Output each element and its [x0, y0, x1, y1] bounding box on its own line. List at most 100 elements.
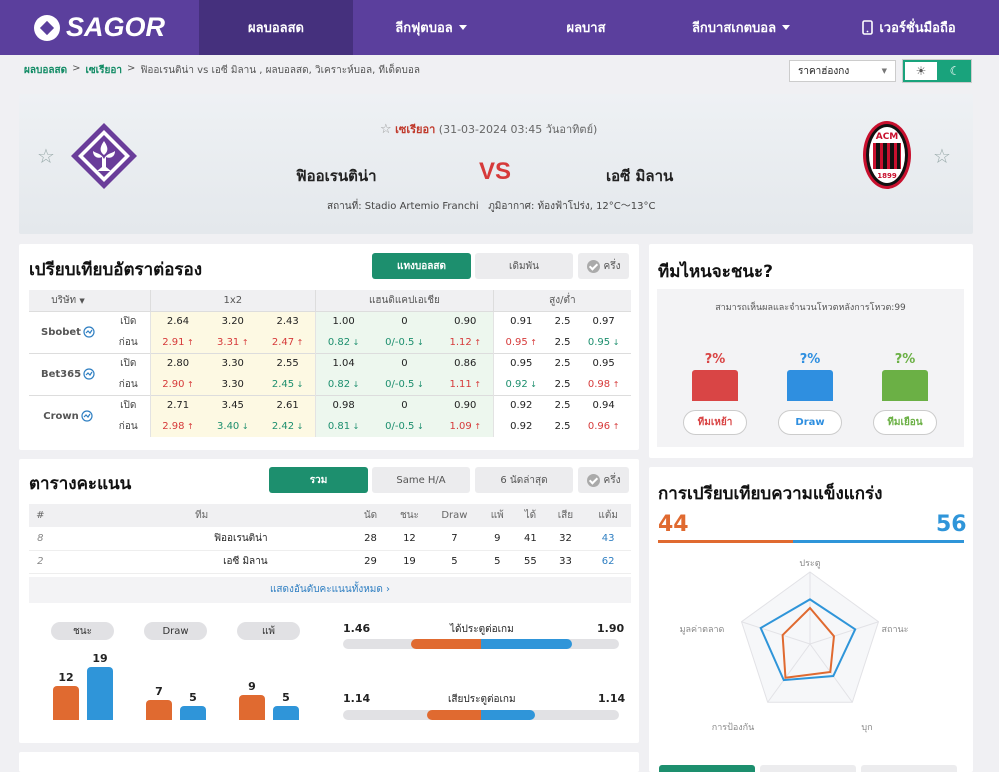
arrow-down-icon: ↓: [527, 379, 538, 389]
arrow-up-icon: ↑: [527, 337, 538, 347]
bookmaker-name[interactable]: Sbobet: [29, 310, 107, 353]
nav-football-leagues[interactable]: ลีกฟุตบอล: [353, 0, 509, 55]
pill-win: ชนะ: [51, 622, 114, 640]
venue: สถานที่: Stadio Artemio Franchi: [327, 201, 479, 212]
theme-toggle[interactable]: ☀ ☾: [902, 59, 972, 83]
arrow-down-icon: ↓: [610, 337, 620, 347]
away-team-name[interactable]: เอซี มิลาน: [606, 167, 674, 185]
breadcrumb-home[interactable]: ผลบอลสด: [24, 65, 68, 76]
standings-cell: 7: [429, 527, 480, 551]
nav-basketball-scores[interactable]: ผลบาส: [566, 21, 606, 36]
arrow-down-icon: ↓: [414, 422, 424, 431]
odds-cell: 0.98: [315, 394, 372, 416]
trend-chart-icon[interactable]: [83, 368, 95, 380]
strength-tab-2[interactable]: [760, 765, 856, 772]
wdl-bar-away: [180, 706, 206, 720]
wdl-bar-home: [146, 700, 172, 720]
breadcrumb: ผลบอลสด > เซเรียอา > ฟิออเรนติน่า vs เอซ…: [24, 63, 421, 76]
strength-tab-1[interactable]: [659, 765, 755, 772]
col-company[interactable]: บริษัท ▼: [51, 294, 85, 306]
favorite-league-star-icon[interactable]: ☆: [380, 122, 392, 137]
odds-row-close: ก่อน 2.98 ↑ 3.40 ↓ 2.42 ↓ 0.81 ↓ 0/-0.5 ↓ 1.09…: [29, 416, 631, 437]
odds-cell: 0.95 ↑: [492, 332, 549, 353]
odds-open-label: เปิด: [107, 310, 150, 332]
favorite-away-star-icon[interactable]: ☆: [933, 144, 951, 168]
wdl-chart: 12 19 7 5 9 5: [40, 650, 320, 720]
tab-live-betting[interactable]: แทงบอลสด: [372, 253, 471, 279]
arrow-up-icon: ↑: [610, 379, 620, 389]
home-team-name[interactable]: ฟิออเรนติน่า: [296, 167, 377, 185]
breadcrumb-league[interactable]: เซเรียอา: [85, 65, 122, 76]
arrow-up-icon: ↑: [471, 337, 482, 347]
odds-cell: 0.94: [576, 394, 631, 416]
team-name[interactable]: ฟิออเรนติน่า: [51, 527, 352, 551]
odds-row-open: Bet365 เปิด 2.80 3.30 2.55 1.04 0 0.86 0.95 2.5 0.…: [29, 352, 631, 395]
vote-button[interactable]: ทีมเหย้า: [683, 410, 747, 435]
odds-cell: 1.12 ↑: [437, 332, 494, 353]
team-name[interactable]: เอซี มิลาน: [51, 550, 352, 574]
arrow-down-icon: ↓: [414, 337, 424, 347]
half-toggle[interactable]: ครึ่ง: [578, 253, 629, 279]
odds-cell: 2.90 ↑: [149, 374, 206, 395]
vote-button[interactable]: ทีมเยือน: [873, 410, 937, 435]
site-logo[interactable]: SAGOR: [0, 0, 199, 55]
favorite-home-star-icon[interactable]: ☆: [37, 144, 55, 168]
trend-chart-icon[interactable]: [83, 326, 95, 338]
sun-icon[interactable]: ☀: [903, 60, 939, 82]
arrow-up-icon: ↑: [610, 422, 620, 431]
odds-close-label: ก่อน: [118, 378, 138, 390]
wdl-bar-away: [273, 706, 299, 720]
bookmaker-name[interactable]: Bet365: [29, 352, 107, 395]
odds-open-label: เปิด: [107, 352, 150, 374]
tab-overall[interactable]: รวม: [269, 467, 368, 493]
vote-bar: [692, 370, 738, 401]
strength-tab-3[interactable]: [861, 765, 957, 772]
odds-format-select[interactable]: ราคาฮ่องกง ▼: [789, 60, 896, 82]
trend-chart-icon[interactable]: [81, 410, 93, 422]
odds-cell: 3.31 ↑: [205, 332, 261, 353]
half-toggle[interactable]: ครึ่ง: [578, 467, 629, 493]
odds-cell: 0/-0.5 ↓: [371, 332, 438, 353]
standings-cell: 29: [351, 550, 390, 574]
wdl-bar-value: 12: [58, 671, 74, 684]
arrow-down-icon: ↓: [239, 422, 249, 431]
radar-axis-label: สถานะ: [882, 625, 909, 635]
vote-bar: [787, 370, 833, 401]
odds-cell: 2.5: [548, 374, 577, 395]
wdl-bar-away: [87, 667, 113, 720]
tab-same-ha[interactable]: Same H/A: [372, 467, 470, 493]
wdl-bar-value: 5: [282, 691, 290, 704]
vote-button[interactable]: Draw: [778, 410, 842, 435]
odds-cell: 0.82 ↓: [315, 332, 372, 353]
show-all-standings-link[interactable]: แสดงอันดับคะแนนทั้งหมด ›: [29, 577, 631, 603]
arrow-up-icon: ↑: [294, 337, 304, 347]
chevron-down-icon: [782, 25, 791, 30]
nav-live-scores[interactable]: ผลบอลสด: [199, 0, 353, 55]
vs-label: VS: [479, 158, 512, 185]
tab-last-6[interactable]: 6 นัดล่าสุด: [475, 467, 573, 493]
odds-close-label: ก่อน: [118, 421, 138, 432]
odds-cell: 0.95: [576, 352, 631, 374]
odds-cell: 3.30: [205, 352, 261, 374]
arrow-up-icon: ↑: [471, 422, 482, 431]
bookmaker-name[interactable]: Crown: [29, 394, 107, 437]
nav-basketball-leagues[interactable]: ลีกบาสเกตบอล: [663, 0, 819, 55]
nav-mobile-version[interactable]: เวอร์ชั่นมือถือ: [819, 0, 999, 55]
breadcrumb-current: ฟิออเรนติน่า vs เอซี มิลาน , ผลบอลสด, วิ…: [140, 65, 421, 76]
moon-icon[interactable]: ☾: [939, 60, 971, 82]
radar-axis-label: ประตู: [799, 559, 820, 569]
arrow-down-icon: ↓: [414, 379, 424, 389]
league-name[interactable]: เซเรียอา: [395, 123, 436, 136]
odds-cell: 2.61: [260, 394, 316, 416]
tab-bet[interactable]: เดิมพัน: [475, 253, 573, 279]
odds-row-open: Crown เปิด 2.71 3.45 2.61 0.98 0 0.90 0.92 2.5 0.9…: [29, 394, 631, 437]
odds-cell: 1.11 ↑: [437, 374, 494, 395]
wdl-bar-value: 9: [248, 680, 256, 693]
arrow-down-icon: ↓: [350, 379, 360, 389]
vote-bar: [882, 370, 928, 401]
svg-text:1899: 1899: [877, 172, 897, 180]
odds-cell: 0.98 ↑: [576, 374, 631, 395]
odds-cell: 0.95 ↓: [576, 332, 631, 353]
arrow-up-icon: ↑: [471, 379, 482, 389]
odds-cell: 0.96 ↑: [576, 416, 631, 437]
